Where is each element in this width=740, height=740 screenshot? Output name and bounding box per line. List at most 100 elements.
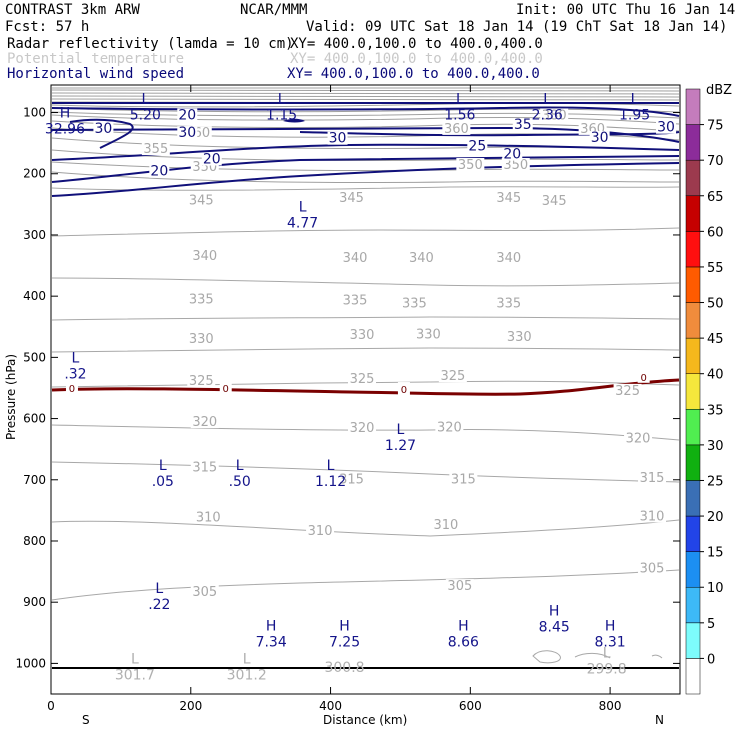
- theta-contour-label-bg: [638, 509, 667, 523]
- field-wind-name: Horizontal wind speed: [7, 66, 184, 82]
- colorbar-swatch: [685, 551, 701, 588]
- colorbar-level-label: 60: [707, 225, 724, 240]
- theta-contour-label: 350: [503, 158, 528, 173]
- theta-contour-label-bg: [414, 327, 443, 341]
- theta-contour-label: 325: [615, 384, 640, 399]
- extremum-letter: L: [299, 200, 307, 216]
- extremum-letter: L: [131, 651, 139, 667]
- theta-contour-label: 320: [626, 432, 651, 447]
- theta-contour-label-bg: [613, 383, 642, 397]
- theta-contour-label-bg: [638, 470, 667, 484]
- field-wind-xy: XY= 400.0,100.0 to 400.0,400.0: [287, 66, 540, 82]
- header-fcst: Fcst: 57 h: [5, 19, 89, 35]
- y-tick-label: 200: [23, 167, 46, 181]
- extremum-value: .22: [148, 597, 170, 613]
- colorbar-level-label: 35: [707, 403, 724, 418]
- theta-contour-label-bg: [348, 421, 377, 435]
- theta-contour-label-bg: [190, 460, 219, 474]
- extremum-letter: H: [60, 105, 71, 121]
- theta-contour-label-bg: [442, 121, 471, 135]
- theta-contours-lower: [51, 186, 680, 601]
- header-init: Init: 00 UTC Thu 16 Jan 14: [516, 2, 735, 18]
- theta-contour-label: 380: [542, 108, 567, 123]
- y-tick-label: 900: [23, 595, 46, 609]
- reflectivity-contour-label-bg: [397, 382, 410, 396]
- theta-contour-label-bg: [494, 296, 523, 310]
- extremum-letter: L: [236, 458, 244, 474]
- colorbar-level-label: 30: [707, 439, 724, 454]
- colorbar-swatch: [685, 159, 701, 197]
- extrema-labels: L5.20L1.15L1.56L2.36L1.95H32.96L4.77L.32…: [45, 91, 650, 683]
- wind-contour-label: 30: [95, 121, 113, 137]
- reflectivity-contour-label: 0: [69, 384, 75, 395]
- x-tick-label: 0: [47, 699, 55, 713]
- wind-contour-label: 20: [503, 147, 521, 163]
- colorbar-level-label: 75: [707, 119, 724, 134]
- colorbar-swatch: [685, 480, 701, 517]
- wind-contour-label: 20: [203, 152, 221, 168]
- extremum-letter: L: [603, 645, 611, 661]
- colorbar-level-label: 65: [707, 190, 724, 205]
- reflectivity-colorbar: 0 5 10 15 20 25 30 35 40 45 50 55 60 65 70 75: [685, 88, 724, 695]
- extremum-letter: L: [327, 458, 335, 474]
- wind-contour-label: 20: [178, 107, 196, 123]
- wind-contour-label-bg: [177, 108, 198, 122]
- colorbar-swatch: [685, 515, 701, 552]
- colorbar-swatch: [685, 409, 701, 446]
- header-org: NCAR/MMM: [240, 2, 307, 18]
- theta-contour-label-bg: [435, 420, 464, 434]
- theta-contour-label-bg: [190, 249, 219, 263]
- wind-contour-label-bg: [502, 147, 523, 161]
- wind-contour-label: 30: [329, 131, 347, 147]
- theta-contour-label: 355: [143, 142, 168, 157]
- theta-contour-label: 345: [189, 194, 214, 209]
- theta-contour-label-bg: [494, 191, 523, 205]
- y-tick-label: 700: [23, 473, 46, 487]
- colorbar-swatch: [685, 622, 701, 659]
- theta-contour-label-bg: [624, 431, 653, 445]
- theta-contour-label-bg: [194, 510, 223, 524]
- theta-contour-label-bg: [341, 293, 370, 307]
- extremum-value: 1.27: [385, 438, 416, 454]
- y-tick-label: 100: [23, 106, 46, 120]
- y-tick-label: 500: [23, 350, 46, 364]
- wind-contour-label: 30: [657, 120, 675, 136]
- wind-contour-label: 30: [591, 130, 609, 146]
- extremum-letter: L: [631, 91, 639, 107]
- colorbar-swatch: [685, 195, 701, 232]
- theta-contour-label: 330: [416, 328, 441, 343]
- colorbar-swatch: [685, 373, 701, 410]
- colorbar-level-label: 0: [707, 652, 715, 667]
- theta-contour-label-bg: [337, 191, 366, 205]
- extremum-value: .32: [64, 366, 86, 382]
- wind-contour-label: 30: [178, 125, 196, 141]
- wind-contour-label-bg: [177, 126, 198, 140]
- extremum-letter: L: [141, 91, 149, 107]
- theta-contour-label: 345: [339, 191, 364, 206]
- wind-contour-label-bg: [149, 164, 170, 178]
- theta-contour-label-bg: [187, 331, 216, 345]
- extremum-value: 1.12: [315, 474, 346, 490]
- theta-contour-label: 315: [451, 473, 476, 488]
- theta-contour-label-bg: [341, 251, 370, 265]
- theta-contour-label-bg: [190, 585, 219, 599]
- theta-contour-label: 320: [437, 421, 462, 436]
- colorbar-level-label: 5: [707, 617, 715, 632]
- theta-contour-label: 350: [458, 158, 483, 173]
- extremum-value: 5.20: [130, 107, 161, 123]
- colorbar-level-label: 25: [707, 474, 724, 489]
- reflectivity-contour-label: 0: [401, 385, 407, 396]
- extremum-letter: L: [155, 581, 163, 597]
- theta-contour-label: 305: [447, 579, 472, 594]
- extremum-value: 4.77: [287, 216, 318, 232]
- y-axis-label: Pressure (hPa): [4, 354, 18, 440]
- theta-contour-label-bg: [438, 369, 467, 383]
- x-tick-label: 600: [459, 699, 482, 713]
- theta-contour-label: 325: [189, 374, 214, 389]
- wind-contour-label: 25: [468, 139, 486, 155]
- header-valid: Valid: 09 UTC Sat 18 Jan 14 (19 ChT Sat …: [306, 19, 727, 35]
- colorbar-swatch: [685, 124, 701, 161]
- theta-contour-label-bg: [501, 158, 530, 172]
